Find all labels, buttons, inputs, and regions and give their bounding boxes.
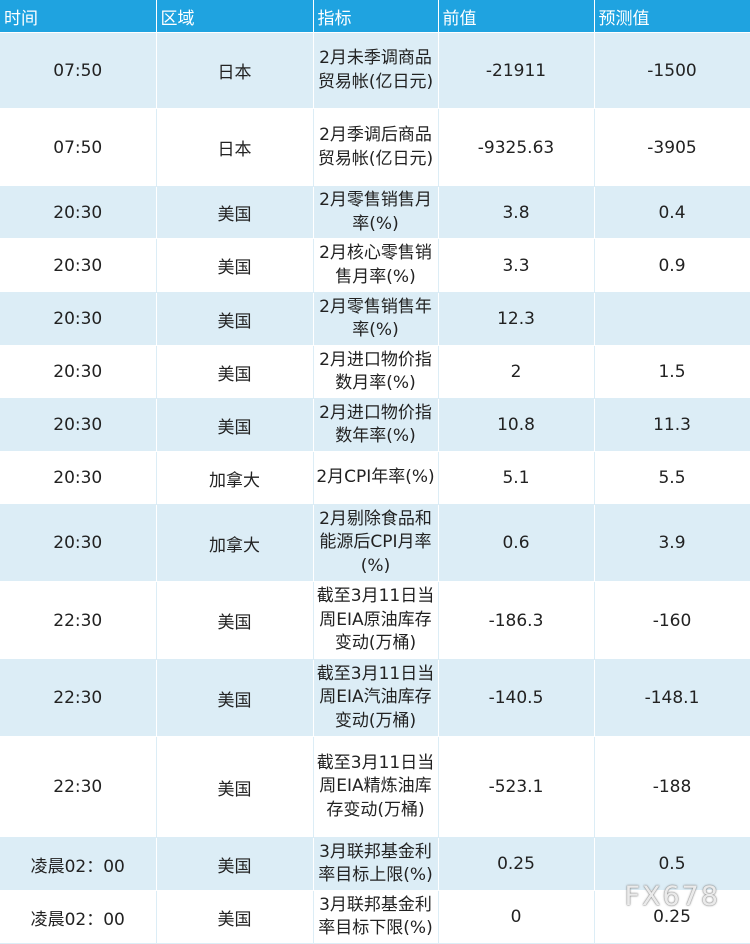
cell-indicator: 2月未季调商品贸易帐(亿日元)	[313, 32, 439, 109]
table-row: 20:30 美国 2月零售销售月率(%) 3.8 0.4	[0, 186, 750, 239]
cell-region: 美国	[156, 345, 314, 399]
table-row: 20:30 加拿大 2月剔除食品和能源后CPI月率(%) 0.6 3.9	[0, 504, 750, 582]
cell-previous: -140.5	[438, 659, 595, 737]
cell-time: 07:50	[0, 32, 157, 109]
cell-indicator: 2月CPI年率(%)	[313, 451, 439, 505]
cell-time: 凌晨02：00	[0, 837, 157, 891]
cell-forecast: 0.4	[594, 186, 750, 239]
table-row: 20:30 美国 2月核心零售销售月率(%) 3.3 0.9	[0, 238, 750, 293]
cell-time: 20:30	[0, 398, 157, 452]
cell-indicator: 3月联邦基金利率目标下限(%)	[313, 890, 439, 944]
table-row: 20:30 美国 2月零售销售年率(%) 12.3	[0, 292, 750, 346]
cell-time: 20:30	[0, 292, 157, 346]
cell-previous: 10.8	[438, 398, 595, 452]
cell-region: 日本	[156, 108, 314, 187]
cell-forecast: -3905	[594, 108, 750, 187]
header-time: 时间	[0, 0, 157, 33]
cell-previous: 0.25	[438, 837, 595, 891]
cell-time: 20:30	[0, 345, 157, 399]
cell-previous: 5.1	[438, 451, 595, 505]
cell-region: 美国	[156, 581, 314, 660]
cell-indicator: 2月零售销售月率(%)	[313, 186, 439, 239]
cell-time: 凌晨02：00	[0, 890, 157, 944]
cell-previous: 3.8	[438, 186, 595, 239]
cell-indicator: 截至3月11日当周EIA原油库存变动(万桶)	[313, 581, 439, 660]
cell-time: 22:30	[0, 659, 157, 737]
table-header-row: 时间 区域 指标 前值 预测值	[0, 0, 750, 33]
cell-forecast: 1.5	[594, 345, 750, 399]
cell-region: 加拿大	[156, 451, 314, 505]
cell-previous: 2	[438, 345, 595, 399]
cell-region: 日本	[156, 32, 314, 109]
cell-time: 20:30	[0, 451, 157, 505]
table-row: 07:50 日本 2月季调后商品贸易帐(亿日元) -9325.63 -3905	[0, 108, 750, 187]
cell-region: 美国	[156, 398, 314, 452]
cell-previous: -186.3	[438, 581, 595, 660]
cell-region: 美国	[156, 186, 314, 239]
cell-time: 22:30	[0, 581, 157, 660]
cell-region: 美国	[156, 890, 314, 944]
table-row: 凌晨02：00 美国 3月联邦基金利率目标下限(%) 0 0.25	[0, 890, 750, 944]
cell-time: 20:30	[0, 238, 157, 293]
cell-forecast: 0.25	[594, 890, 750, 944]
cell-forecast: 3.9	[594, 504, 750, 582]
table-row: 凌晨02：00 美国 3月联邦基金利率目标上限(%) 0.25 0.5	[0, 837, 750, 891]
cell-time: 22:30	[0, 736, 157, 838]
cell-time: 20:30	[0, 186, 157, 239]
cell-previous: 3.3	[438, 238, 595, 293]
cell-indicator: 3月联邦基金利率目标上限(%)	[313, 837, 439, 891]
table-row: 22:30 美国 截至3月11日当周EIA精炼油库存变动(万桶) -523.1 …	[0, 736, 750, 838]
cell-forecast: -188	[594, 736, 750, 838]
cell-forecast: 0.5	[594, 837, 750, 891]
header-region: 区域	[156, 0, 314, 33]
cell-indicator: 2月核心零售销售月率(%)	[313, 238, 439, 293]
cell-previous: -523.1	[438, 736, 595, 838]
cell-region: 美国	[156, 292, 314, 346]
cell-forecast: 0.9	[594, 238, 750, 293]
header-forecast: 预测值	[594, 0, 750, 33]
cell-forecast: 5.5	[594, 451, 750, 505]
cell-previous: 0	[438, 890, 595, 944]
cell-region: 美国	[156, 659, 314, 737]
table-row: 07:50 日本 2月未季调商品贸易帐(亿日元) -21911 -1500	[0, 32, 750, 109]
cell-forecast: -148.1	[594, 659, 750, 737]
table-row: 20:30 美国 2月进口物价指数年率(%) 10.8 11.3	[0, 398, 750, 452]
cell-indicator: 2月零售销售年率(%)	[313, 292, 439, 346]
cell-previous: 0.6	[438, 504, 595, 582]
header-previous: 前值	[438, 0, 595, 33]
cell-indicator: 2月剔除食品和能源后CPI月率(%)	[313, 504, 439, 582]
cell-forecast	[594, 292, 750, 346]
cell-forecast: 11.3	[594, 398, 750, 452]
cell-indicator: 2月进口物价指数年率(%)	[313, 398, 439, 452]
cell-forecast: -160	[594, 581, 750, 660]
table-row: 20:30 加拿大 2月CPI年率(%) 5.1 5.5	[0, 451, 750, 505]
cell-previous: -21911	[438, 32, 595, 109]
cell-previous: -9325.63	[438, 108, 595, 187]
cell-region: 美国	[156, 238, 314, 293]
cell-forecast: -1500	[594, 32, 750, 109]
cell-indicator: 2月进口物价指数月率(%)	[313, 345, 439, 399]
cell-indicator: 截至3月11日当周EIA精炼油库存变动(万桶)	[313, 736, 439, 838]
cell-region: 美国	[156, 736, 314, 838]
header-indicator: 指标	[313, 0, 439, 33]
cell-region: 加拿大	[156, 504, 314, 582]
table-row: 22:30 美国 截至3月11日当周EIA原油库存变动(万桶) -186.3 -…	[0, 581, 750, 660]
cell-region: 美国	[156, 837, 314, 891]
cell-indicator: 截至3月11日当周EIA汽油库存变动(万桶)	[313, 659, 439, 737]
cell-previous: 12.3	[438, 292, 595, 346]
cell-time: 20:30	[0, 504, 157, 582]
table-row: 22:30 美国 截至3月11日当周EIA汽油库存变动(万桶) -140.5 -…	[0, 659, 750, 737]
table-row: 20:30 美国 2月进口物价指数月率(%) 2 1.5	[0, 345, 750, 399]
cell-time: 07:50	[0, 108, 157, 187]
cell-indicator: 2月季调后商品贸易帐(亿日元)	[313, 108, 439, 187]
